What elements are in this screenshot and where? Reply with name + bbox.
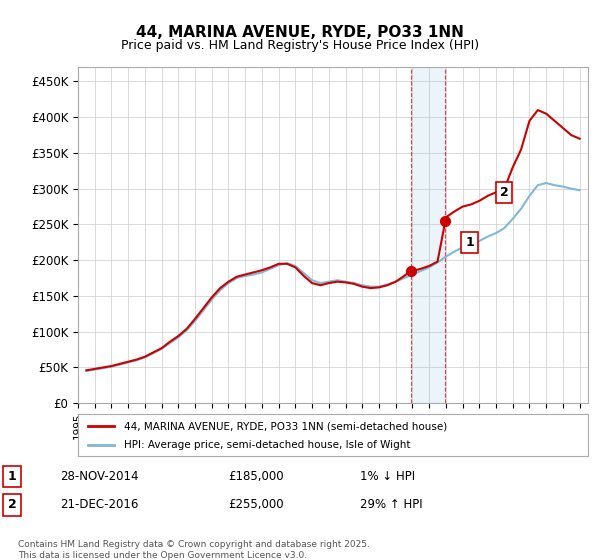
Text: Contains HM Land Registry data © Crown copyright and database right 2025.
This d: Contains HM Land Registry data © Crown c… — [18, 540, 370, 560]
Text: 1: 1 — [8, 470, 16, 483]
Text: 21-DEC-2016: 21-DEC-2016 — [60, 498, 139, 511]
Text: 2: 2 — [500, 186, 508, 199]
Text: 28-NOV-2014: 28-NOV-2014 — [60, 470, 139, 483]
Text: £185,000: £185,000 — [228, 470, 284, 483]
Text: 44, MARINA AVENUE, RYDE, PO33 1NN: 44, MARINA AVENUE, RYDE, PO33 1NN — [136, 25, 464, 40]
Text: 1% ↓ HPI: 1% ↓ HPI — [360, 470, 415, 483]
Text: 2: 2 — [8, 498, 16, 511]
Text: 44, MARINA AVENUE, RYDE, PO33 1NN (semi-detached house): 44, MARINA AVENUE, RYDE, PO33 1NN (semi-… — [124, 421, 447, 431]
Text: Price paid vs. HM Land Registry's House Price Index (HPI): Price paid vs. HM Land Registry's House … — [121, 39, 479, 52]
Bar — [411, 67, 445, 403]
Text: 1: 1 — [465, 236, 474, 249]
Text: HPI: Average price, semi-detached house, Isle of Wight: HPI: Average price, semi-detached house,… — [124, 440, 410, 450]
Text: 29% ↑ HPI: 29% ↑ HPI — [360, 498, 422, 511]
Text: £255,000: £255,000 — [228, 498, 284, 511]
